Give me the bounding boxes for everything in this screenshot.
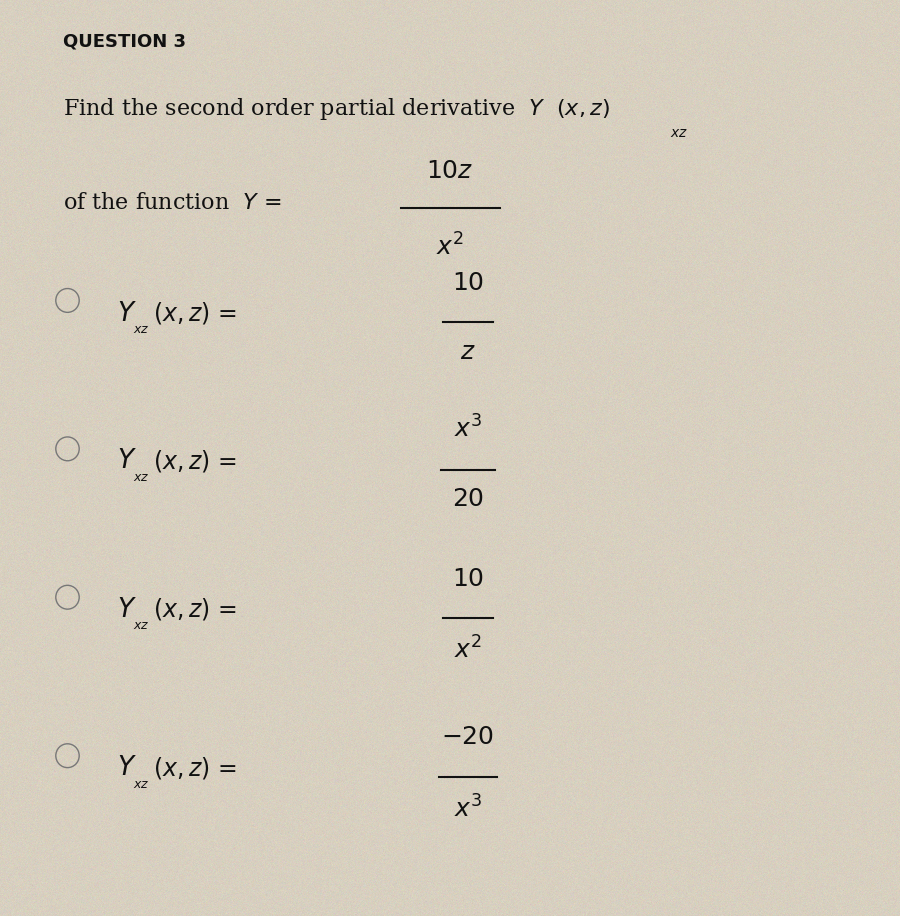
Text: $x^2$: $x^2$ [454, 637, 482, 664]
Text: $10$: $10$ [452, 272, 484, 295]
Text: $z$: $z$ [460, 341, 476, 364]
Text: $Y$: $Y$ [117, 755, 137, 780]
Text: QUESTION 3: QUESTION 3 [63, 32, 186, 50]
Text: $Y$: $Y$ [117, 596, 137, 622]
Text: $x^3$: $x^3$ [454, 795, 482, 823]
Text: $20$: $20$ [452, 488, 484, 511]
Text: $10$: $10$ [452, 568, 484, 591]
Text: $(x,z)$ =: $(x,z)$ = [153, 300, 237, 326]
Text: $x^3$: $x^3$ [454, 415, 482, 442]
Text: $xz$: $xz$ [133, 323, 149, 336]
Text: $(x,z)$ =: $(x,z)$ = [153, 448, 237, 474]
Text: $xz$: $xz$ [133, 471, 149, 484]
Text: $10z$: $10z$ [427, 160, 473, 183]
Text: $Y$: $Y$ [117, 300, 137, 326]
Text: $xz$: $xz$ [670, 126, 688, 140]
Text: $(x,z)$ =: $(x,z)$ = [153, 755, 237, 780]
Text: $(x,z)$ =: $(x,z)$ = [153, 596, 237, 622]
Text: $xz$: $xz$ [133, 619, 149, 632]
Text: $x^2$: $x^2$ [436, 234, 464, 261]
Text: $xz$: $xz$ [133, 778, 149, 791]
Text: $-20$: $-20$ [441, 726, 495, 749]
Text: $Y$: $Y$ [117, 448, 137, 474]
Text: Find the second order partial derivative  $Y$  $(x,z)$: Find the second order partial derivative… [63, 96, 610, 122]
Text: of the function  $Y$ =: of the function $Y$ = [63, 192, 282, 214]
